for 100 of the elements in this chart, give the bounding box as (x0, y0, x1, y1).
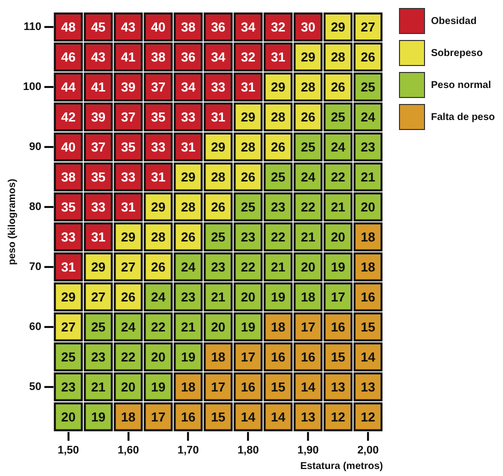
data-label: 21 (91, 379, 106, 394)
data-label: 26 (300, 110, 316, 125)
data-label: 29 (300, 50, 316, 65)
data-label: 26 (121, 289, 136, 304)
data-label: 29 (91, 259, 106, 274)
data-label: 27 (61, 319, 76, 334)
y-tick-label: 100 (22, 80, 42, 93)
data-label: 25 (330, 110, 346, 125)
data-label: 19 (151, 379, 166, 394)
data-label: 25 (360, 80, 376, 95)
data-label: 22 (151, 319, 166, 334)
data-label: 24 (300, 170, 316, 184)
data-label: 40 (151, 20, 166, 35)
x-tick-label: 1,90 (297, 444, 319, 456)
data-label: 22 (240, 259, 256, 274)
data-label: 36 (180, 50, 196, 65)
data-label: 25 (300, 140, 316, 155)
data-label: 29 (330, 20, 346, 35)
data-label: 34 (180, 80, 196, 95)
data-label: 15 (360, 319, 376, 334)
data-label: 31 (270, 50, 286, 65)
data-label: 43 (91, 50, 106, 65)
data-label: 24 (360, 110, 376, 125)
data-label: 29 (61, 289, 76, 304)
data-label: 15 (270, 379, 286, 394)
data-label: 33 (91, 199, 106, 214)
data-label: 17 (330, 289, 346, 304)
data-label: 20 (360, 199, 376, 214)
x-tick-label: 2,00 (357, 444, 379, 456)
data-label: 28 (210, 170, 226, 184)
data-label: 22 (330, 170, 346, 184)
y-tick-label: 70 (29, 260, 42, 273)
data-label: 33 (61, 229, 76, 244)
data-label: 31 (151, 170, 166, 184)
data-label: 19 (91, 409, 106, 424)
data-label: 33 (180, 110, 196, 125)
data-label: 28 (300, 80, 316, 95)
data-label: 26 (180, 229, 196, 244)
data-label: 34 (240, 20, 256, 35)
data-label: 34 (210, 50, 226, 65)
data-label: 22 (300, 199, 316, 214)
data-label: 19 (270, 289, 286, 304)
data-label: 26 (270, 140, 286, 155)
data-label: 14 (270, 409, 286, 424)
data-label: 28 (180, 199, 196, 214)
data-label: 21 (330, 199, 346, 214)
data-label: 27 (91, 289, 106, 304)
y-tick-label: 90 (29, 140, 42, 153)
data-label: 29 (210, 140, 226, 155)
data-label: 31 (240, 80, 256, 95)
data-label: 28 (240, 140, 256, 155)
data-label: 22 (270, 229, 286, 244)
data-label: 18 (270, 319, 286, 334)
y-tick-label: 80 (29, 200, 42, 213)
data-label: 14 (300, 379, 316, 394)
data-label: 15 (330, 349, 346, 364)
data-label: 36 (210, 20, 226, 35)
data-label: 18 (360, 229, 376, 244)
data-label: 37 (91, 140, 106, 155)
data-label: 12 (360, 409, 376, 424)
data-label: 16 (330, 319, 346, 334)
data-label: 18 (210, 349, 226, 364)
data-label: 32 (240, 50, 256, 65)
data-label: 18 (121, 409, 136, 424)
data-label: 24 (151, 289, 166, 304)
data-label: 20 (300, 259, 316, 274)
x-tick-label: 1,70 (178, 444, 199, 456)
data-label: 25 (240, 199, 256, 214)
data-label: 12 (330, 409, 346, 424)
data-label: 48 (61, 20, 76, 35)
data-label: 40 (61, 140, 76, 155)
data-label: 31 (121, 199, 136, 214)
data-label: 32 (270, 20, 286, 35)
data-label: 20 (240, 289, 256, 304)
x-tick-label: 1,80 (237, 444, 259, 456)
data-label: 13 (330, 379, 346, 394)
data-label: 37 (121, 110, 136, 125)
data-label: 26 (360, 50, 376, 65)
data-label: 26 (240, 170, 256, 184)
data-label: 29 (180, 170, 196, 184)
data-label: 29 (270, 80, 286, 95)
data-label: 20 (61, 409, 76, 424)
data-label: 18 (360, 259, 376, 274)
y-axis-title: peso (kilogramos) (6, 178, 18, 265)
data-label: 39 (121, 80, 136, 95)
data-label: 23 (91, 349, 106, 364)
data-label: 16 (270, 349, 286, 364)
data-label: 42 (61, 110, 76, 125)
y-tick-label: 50 (29, 380, 42, 393)
data-label: 20 (151, 349, 166, 364)
x-tick-label: 1,50 (58, 444, 80, 456)
data-label: 38 (180, 20, 196, 35)
data-label: 33 (121, 170, 136, 184)
data-label: 43 (121, 20, 136, 35)
y-tick-label: 110 (24, 21, 42, 34)
data-label: 25 (91, 319, 106, 334)
data-label: 20 (210, 319, 226, 334)
data-label: 41 (121, 50, 136, 65)
data-label: 17 (300, 319, 316, 334)
data-label: 18 (180, 379, 196, 394)
